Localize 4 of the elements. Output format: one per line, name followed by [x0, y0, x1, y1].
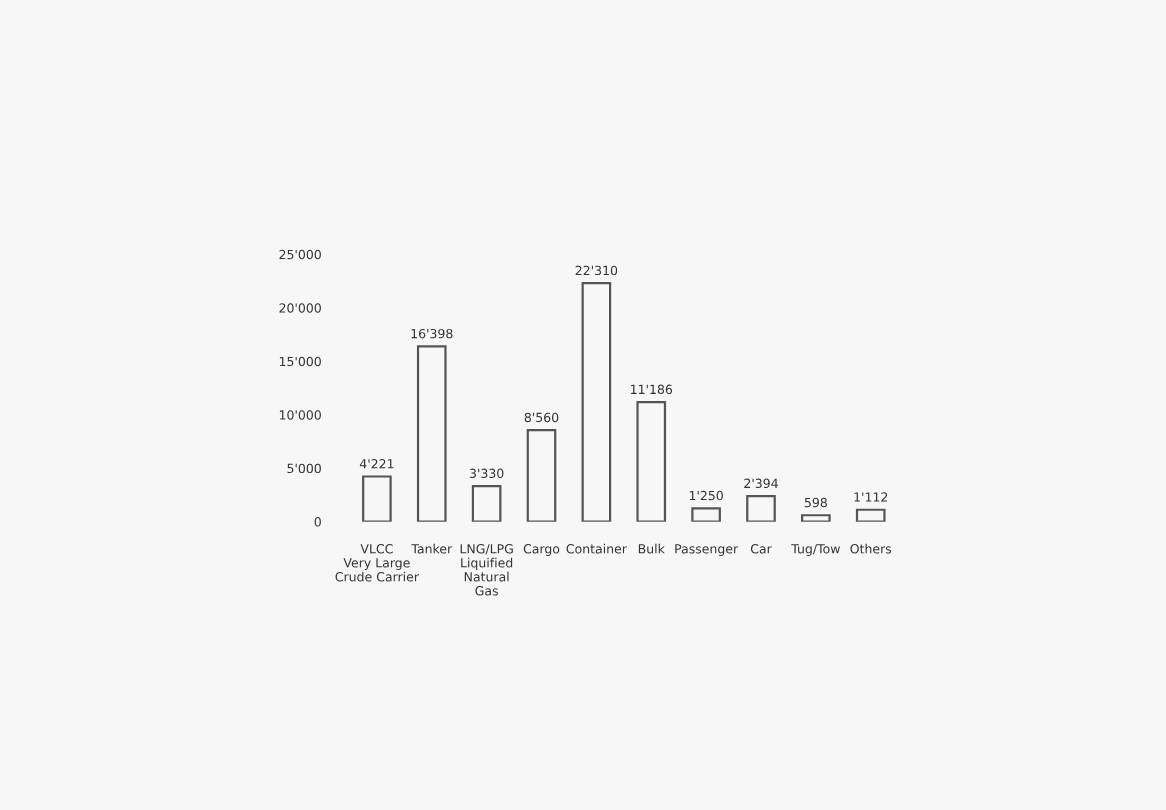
bar — [636, 400, 667, 522]
bar — [416, 345, 447, 522]
bar — [581, 281, 612, 522]
bar — [526, 429, 557, 522]
